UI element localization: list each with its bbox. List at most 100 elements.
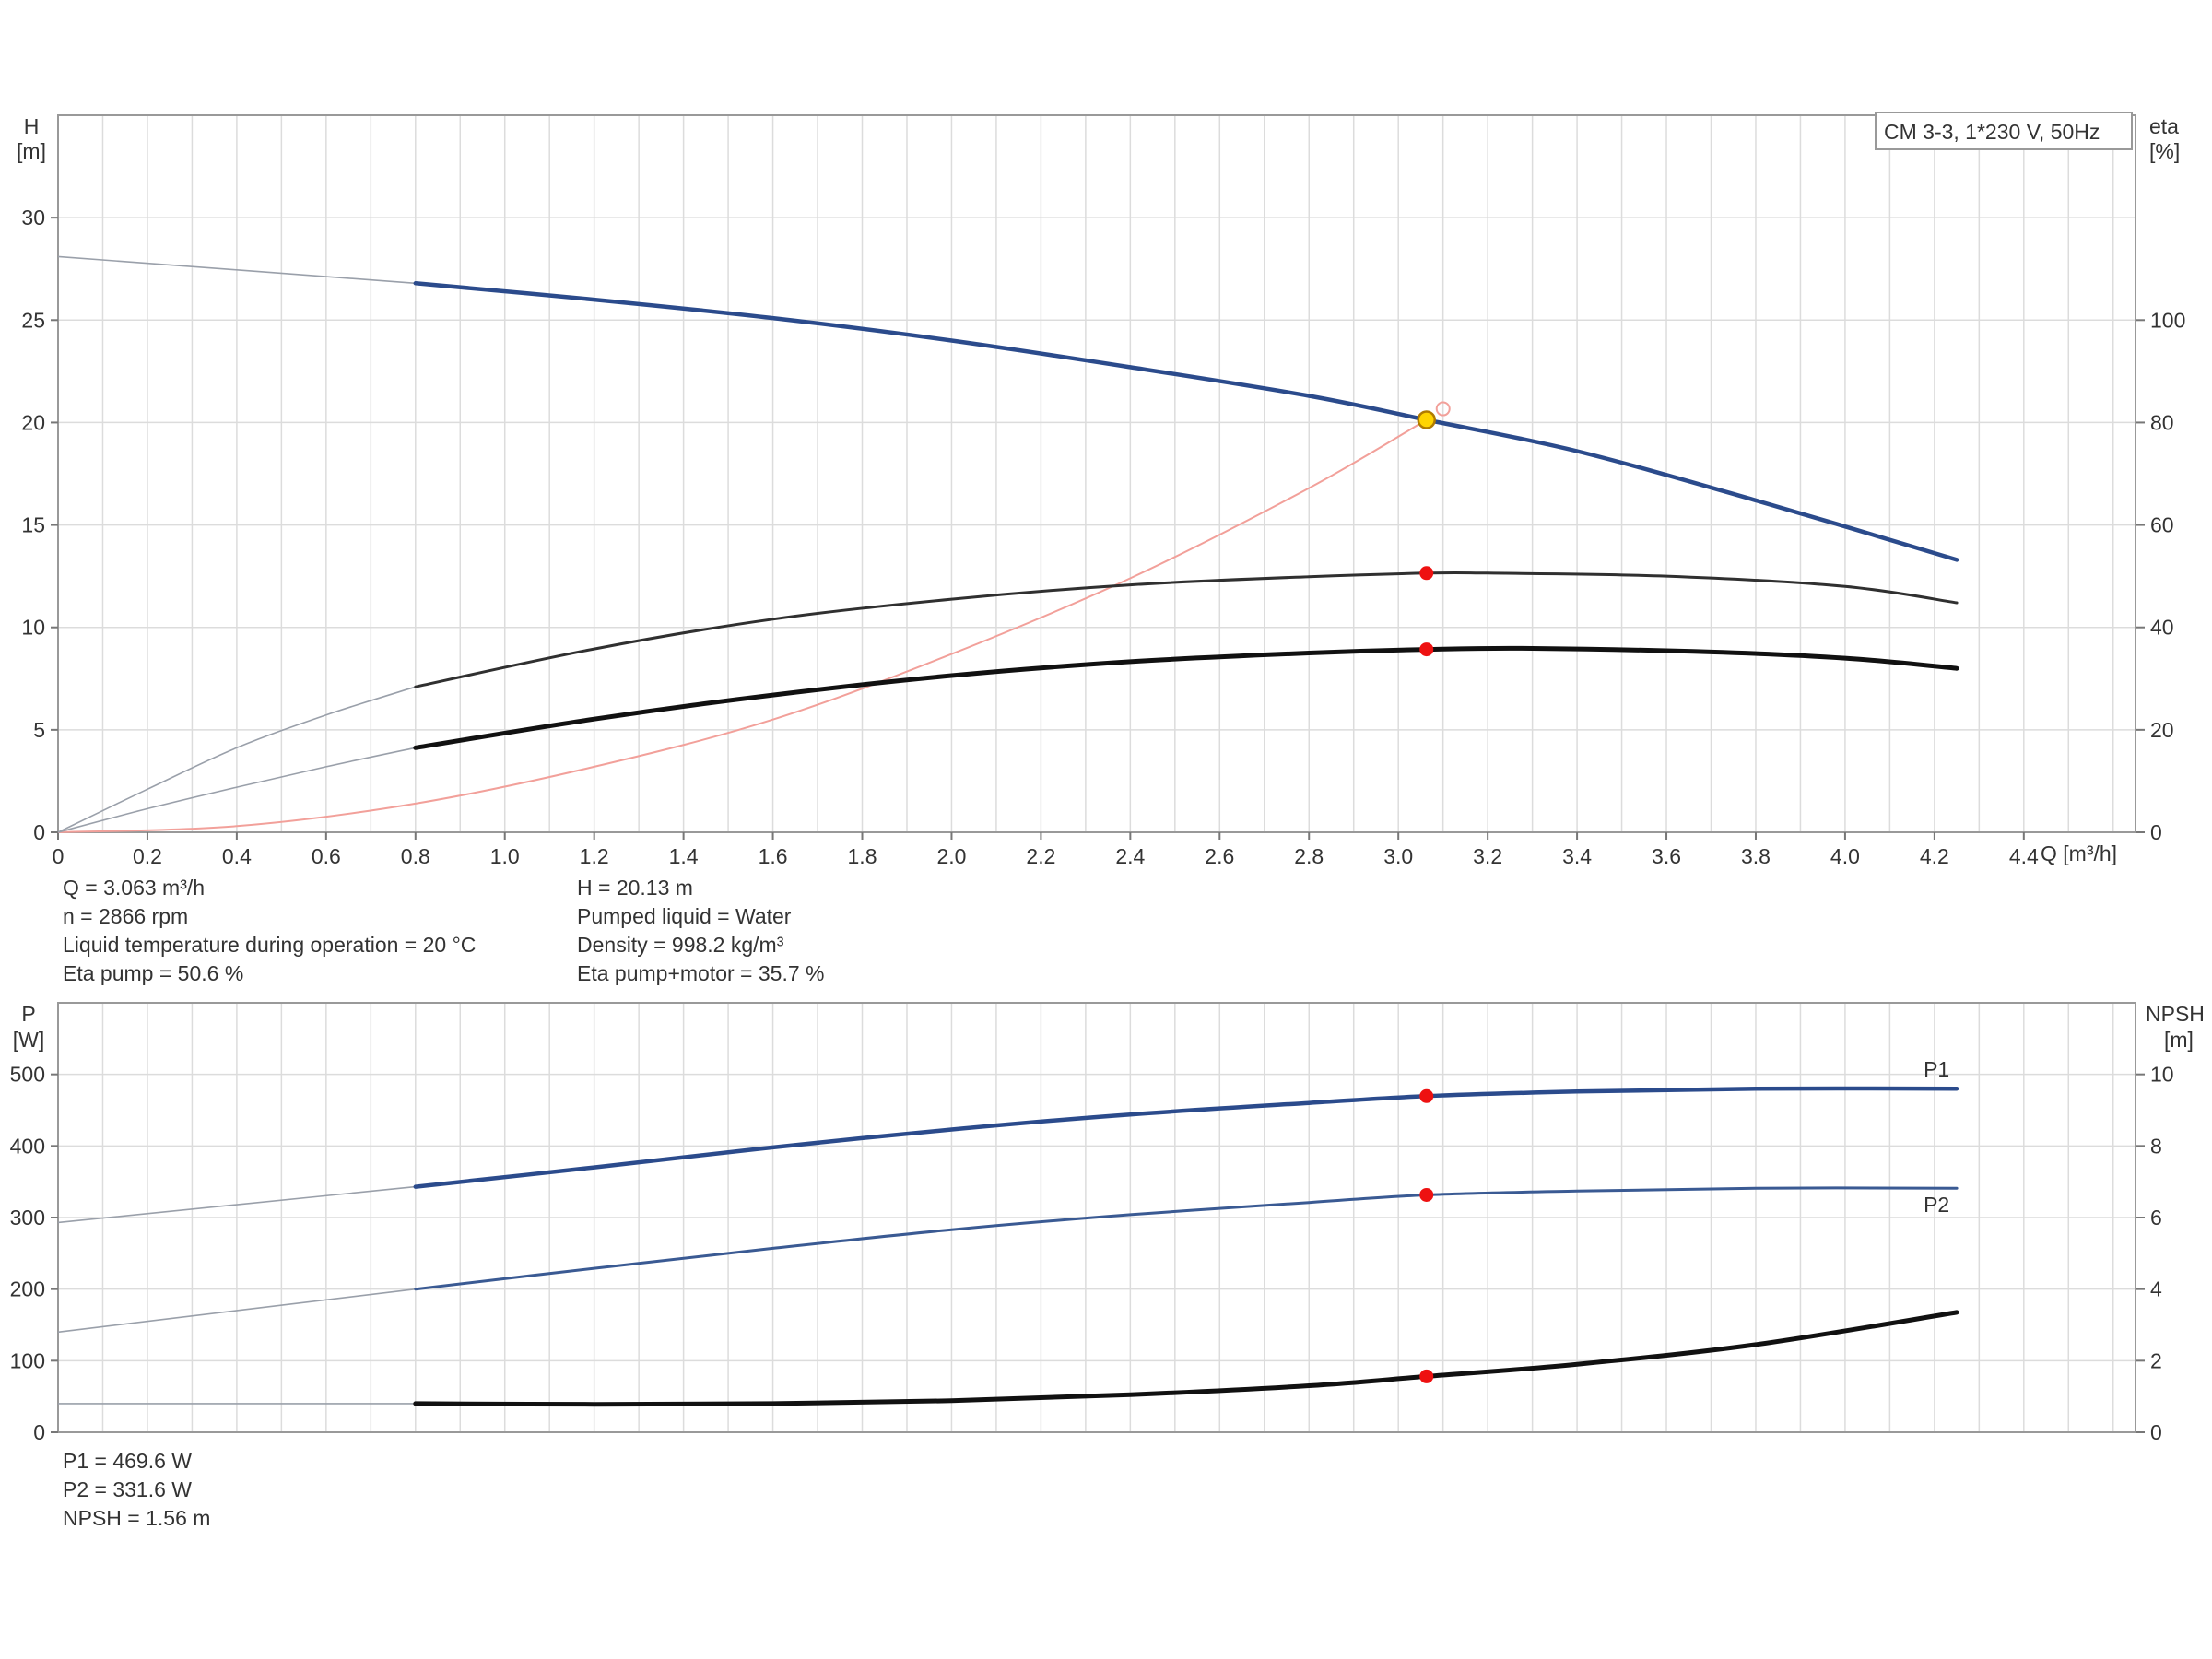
x-tick-label: 3.6 [1652, 844, 1681, 868]
eta-tick-label: 20 [2150, 718, 2174, 742]
npsh-tick-label: 2 [2150, 1348, 2162, 1372]
power-npsh-curves: P1 P2 [57, 1057, 1959, 1407]
eta-tick-label: 0 [2150, 820, 2162, 844]
x-tick-label: 2.8 [1294, 844, 1324, 868]
x-tick-label: 0.2 [133, 844, 162, 868]
x-tick-label: 2.4 [1115, 844, 1145, 868]
npsh-tick-label: 10 [2150, 1063, 2174, 1087]
x-tick-label: 3.4 [1562, 844, 1592, 868]
series-label-p2: P2 [1924, 1193, 1949, 1217]
head-efficiency-curves [57, 255, 1959, 833]
duty-point-marker-outline [1435, 401, 1451, 417]
x-tick-label: 2.2 [1026, 844, 1055, 868]
info-flow: Q = 3.063 m³/h [63, 876, 206, 900]
head-efficiency-title-box: CM 3-3, 1*230 V, 50Hz [1875, 112, 2133, 150]
info-speed: n = 2866 rpm [63, 904, 189, 928]
npsh-tick-label: 4 [2150, 1277, 2162, 1301]
duty-point-eta-total [1419, 642, 1434, 657]
power-tick-label: 0 [33, 1420, 45, 1444]
eta-tick-label: 60 [2150, 513, 2174, 537]
duty-point-p1 [1419, 1088, 1434, 1103]
npsh-tick-label: 6 [2150, 1206, 2162, 1230]
info-head: H = 20.13 m [577, 876, 693, 900]
top-series-1-curve [414, 571, 1959, 688]
title-box-frame [1875, 112, 2133, 150]
top-series-0-curve [413, 281, 1959, 562]
info-eta-total: Eta pump+motor = 35.7 % [577, 961, 825, 985]
npsh-tick-label: 0 [2150, 1420, 2162, 1444]
x-tick-label: 0.6 [312, 844, 341, 868]
top-left-axis-label-2: [m] [17, 139, 46, 163]
x-tick-label: 3.0 [1383, 844, 1413, 868]
eta-tick-label: 100 [2150, 308, 2185, 332]
x-tick-label: 3.8 [1741, 844, 1771, 868]
x-tick-label: 4.2 [1920, 844, 1949, 868]
power-tick-label: 300 [10, 1206, 45, 1230]
head-tick-label: 30 [21, 206, 45, 229]
info-eta-pump: Eta pump = 50.6 % [63, 961, 244, 985]
x-tick-label: 2.6 [1205, 844, 1234, 868]
eta-tick-label: 40 [2150, 616, 2174, 640]
bottom-right-axis-label-1: NPSH [2146, 1002, 2205, 1026]
power-tick-label: 400 [10, 1134, 45, 1158]
top-left-axis-label-1: H [24, 114, 40, 138]
info-p2: P2 = 331.6 W [63, 1477, 192, 1501]
x-tick-label: 1.2 [580, 844, 609, 868]
x-tick-label: 0 [53, 844, 65, 868]
head-efficiency-duty-points [1417, 401, 1451, 657]
head-efficiency-plot-frame [57, 114, 2136, 833]
duty-point-head [1417, 410, 1436, 429]
head-tick-label: 20 [21, 410, 45, 434]
x-tick-label: 1.6 [759, 844, 788, 868]
system-curve [57, 418, 1428, 833]
top-right-axis-label-1: eta [2149, 114, 2179, 138]
x-tick-label: 3.2 [1473, 844, 1502, 868]
series-label-p1: P1 [1924, 1057, 1949, 1081]
power-tick-label: 500 [10, 1063, 45, 1087]
top-series-0-extrapolation [57, 255, 416, 285]
x-tick-label: 0.8 [401, 844, 430, 868]
bottom-series-2-curve [413, 1310, 1959, 1407]
power-npsh-duty-points [1419, 1088, 1434, 1383]
info-density: Density = 998.2 kg/m³ [577, 933, 784, 957]
head-tick-label: 25 [21, 308, 45, 332]
bottom-series-1-curve [414, 1186, 1959, 1291]
power-info: P1 = 469.6 W P2 = 331.6 W NPSH = 1.56 m [63, 1447, 210, 1533]
power-npsh-ticks: 0 100 200 300 400 500 0 2 4 6 8 10 [10, 1063, 2174, 1444]
bottom-right-axis-label-2: [m] [2164, 1028, 2194, 1052]
top-series-1-extrapolation [57, 686, 417, 833]
head-tick-label: 15 [21, 513, 45, 537]
duty-point-p2 [1419, 1187, 1434, 1202]
x-tick-label: 4.4 [2009, 844, 2039, 868]
duty-point-eta-pump [1419, 566, 1434, 581]
duty-info-right: H = 20.13 m Pumped liquid = Water Densit… [577, 874, 825, 988]
info-p1: P1 = 469.6 W [63, 1449, 192, 1473]
bottom-series-0-curve [413, 1086, 1959, 1189]
power-tick-label: 100 [10, 1348, 45, 1372]
duty-point-npsh [1419, 1369, 1434, 1383]
bottom-left-axis-label-2: [W] [13, 1028, 45, 1052]
bottom-left-axis-label-1: P [21, 1002, 35, 1026]
top-right-axis-label-2: [%] [2149, 139, 2180, 163]
x-tick-label: 1.4 [669, 844, 699, 868]
head-tick-label: 5 [33, 718, 45, 742]
x-tick-label: 1.0 [490, 844, 520, 868]
head-efficiency-grid [58, 115, 2136, 832]
head-tick-label: 10 [21, 616, 45, 640]
eta-tick-label: 80 [2150, 410, 2174, 434]
duty-info-left: Q = 3.063 m³/h n = 2866 rpm Liquid tempe… [63, 874, 476, 988]
info-pumped-liquid: Pumped liquid = Water [577, 904, 792, 928]
head-tick-label: 0 [33, 820, 45, 844]
title-box-label: CM 3-3, 1*230 V, 50Hz [1884, 120, 2100, 144]
x-tick-label: 2.0 [936, 844, 966, 868]
top-series-2-extrapolation [57, 747, 416, 833]
x-tick-label: 1.8 [848, 844, 877, 868]
npsh-tick-label: 8 [2150, 1134, 2162, 1158]
bottom-series-0-extrapolation [57, 1185, 416, 1224]
info-liquid-temperature: Liquid temperature during operation = 20… [63, 933, 477, 957]
power-tick-label: 200 [10, 1277, 45, 1301]
x-axis-label: Q [m³/h] [2041, 841, 2117, 865]
head-efficiency-ticks: 0 0.2 0.4 0.6 0.8 1.0 1.2 1.4 1.6 1.8 2.0 2.2 2.4 2.6… [21, 206, 2185, 868]
info-npsh: NPSH = 1.56 m [63, 1506, 211, 1530]
